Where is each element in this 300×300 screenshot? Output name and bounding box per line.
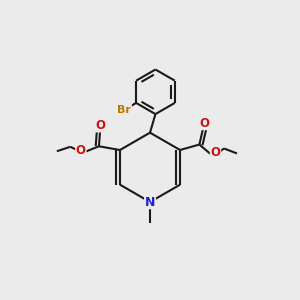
Text: N: N xyxy=(145,196,155,208)
Text: O: O xyxy=(95,119,105,132)
Text: Br: Br xyxy=(117,105,131,115)
Text: O: O xyxy=(210,146,220,159)
Text: O: O xyxy=(76,144,86,157)
Text: O: O xyxy=(199,116,209,130)
